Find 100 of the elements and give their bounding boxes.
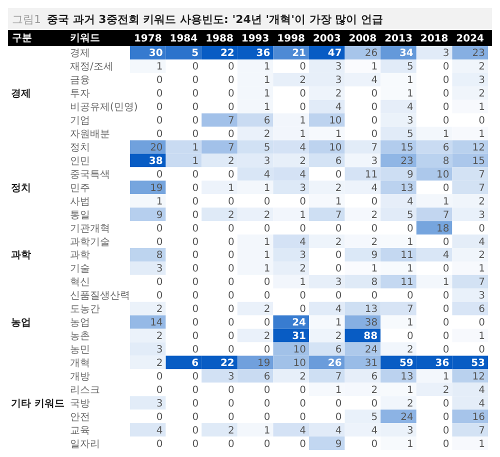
y-tick-label: 안전	[70, 412, 90, 423]
data-label: 0	[371, 116, 378, 127]
data-label: 3	[156, 264, 163, 275]
data-label: 1	[300, 210, 306, 221]
data-label: 0	[442, 62, 450, 73]
data-label: 2	[156, 304, 163, 316]
data-label: 0	[228, 75, 234, 86]
data-label: 2	[407, 398, 414, 410]
data-label: 0	[156, 223, 163, 234]
data-label: 0	[371, 129, 378, 140]
data-label: 4	[478, 398, 485, 410]
data-label: 4	[478, 384, 485, 396]
data-label: 0	[156, 102, 163, 114]
data-label: 0	[156, 129, 163, 140]
data-label: 16	[472, 412, 485, 423]
data-label: 1	[300, 129, 306, 140]
data-label: 1	[156, 62, 163, 73]
data-label: 0	[371, 223, 378, 234]
y-tick-label: 기관개혁	[70, 223, 110, 234]
data-label: 2	[228, 425, 234, 436]
data-label: 34	[399, 48, 414, 60]
data-label: 1	[407, 438, 414, 450]
y-tick-label: 경제	[70, 48, 90, 60]
data-label: 2	[371, 236, 378, 248]
data-label: 20	[150, 142, 163, 154]
data-label: 0	[192, 264, 199, 275]
data-label: 0	[442, 116, 450, 127]
data-label: 0	[228, 412, 234, 423]
data-label: 7	[478, 425, 485, 436]
data-label: 0	[192, 250, 199, 262]
y2-tick-label: 정치	[11, 182, 31, 194]
data-label: 7	[442, 210, 450, 221]
x-tick-label: 2008	[348, 34, 377, 44]
data-label: 0	[228, 384, 234, 396]
data-label: 6	[335, 156, 342, 167]
data-label: 0	[442, 75, 450, 86]
data-label: 4	[478, 236, 485, 248]
data-label: 0	[228, 236, 234, 248]
data-label: 12	[472, 142, 485, 154]
data-label: 1	[478, 102, 485, 114]
data-label: 0	[156, 290, 163, 302]
x-tick-label: 1988	[206, 34, 234, 44]
data-label: 1	[300, 116, 306, 127]
data-label: 4	[300, 142, 306, 154]
y2-axis-title: 구분	[12, 32, 32, 45]
data-label: 10	[436, 169, 450, 180]
data-label: 24	[400, 412, 414, 423]
data-label: 31	[292, 331, 306, 342]
data-label: 2	[335, 236, 342, 248]
data-label: 0	[228, 344, 234, 356]
data-label: 5	[264, 142, 270, 154]
data-label: 0	[442, 102, 450, 114]
data-label: 0	[371, 438, 378, 450]
data-label: 0	[335, 412, 342, 423]
data-label: 1	[335, 196, 342, 208]
data-label: 4	[156, 425, 163, 436]
data-label: 0	[192, 398, 199, 410]
x-tick-label: 1984	[170, 34, 198, 44]
data-label: 4	[300, 236, 306, 248]
data-label: 0	[300, 102, 306, 114]
data-label: 0	[442, 290, 450, 302]
data-label: 0	[192, 344, 199, 356]
data-label: 1	[264, 62, 270, 73]
data-label: 10	[293, 344, 306, 356]
data-label: 1	[442, 371, 450, 382]
data-label: 4	[300, 425, 306, 436]
data-label: 6	[335, 344, 342, 356]
data-label: 2	[335, 331, 342, 342]
data-label: 3	[156, 344, 163, 356]
y-tick-label: 과학	[70, 250, 90, 262]
data-label: 0	[192, 438, 199, 450]
data-label: 1	[478, 264, 485, 275]
data-label: 1	[407, 384, 414, 396]
data-label: 22	[220, 48, 234, 60]
data-label: 0	[192, 412, 199, 423]
data-label: 1	[371, 62, 378, 73]
y-tick-label: 신품질생산력	[70, 290, 130, 302]
y-axis-title: 키워드	[70, 32, 100, 45]
y2-tick-label: 경제	[11, 88, 31, 100]
data-label: 0	[264, 223, 270, 234]
data-label: 8	[371, 277, 378, 288]
data-label: 0	[228, 102, 234, 114]
data-label: 0	[228, 250, 234, 262]
data-label: 0	[156, 277, 163, 288]
data-label: 0	[192, 182, 199, 194]
data-label: 7	[407, 304, 414, 316]
data-label: 0	[156, 236, 163, 248]
data-label: 3	[442, 48, 450, 60]
y-tick-label: 인민	[70, 156, 90, 167]
data-label: 2	[407, 344, 414, 356]
y-tick-label: 중국특색	[70, 169, 110, 180]
data-label: 12	[472, 371, 485, 382]
y-tick-label: 도농간	[70, 304, 100, 316]
data-label: 0	[228, 196, 234, 208]
data-label: 7	[478, 169, 485, 180]
data-label: 1	[407, 318, 414, 329]
data-label: 0	[442, 412, 450, 423]
data-label: 0	[371, 196, 378, 208]
data-label: 0	[192, 236, 199, 248]
data-label: 38	[148, 156, 163, 167]
